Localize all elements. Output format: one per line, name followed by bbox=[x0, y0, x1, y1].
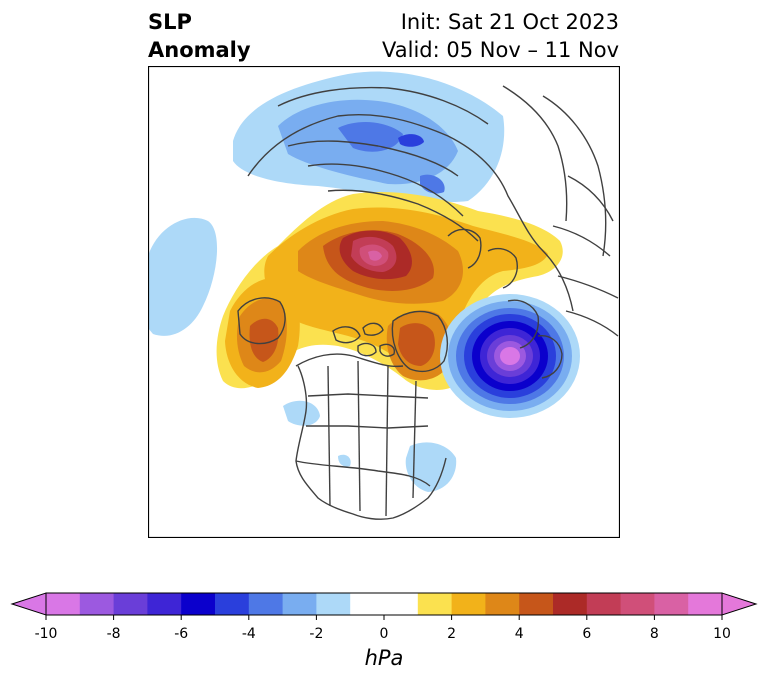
colorbar-segment bbox=[654, 593, 689, 615]
anomaly-map bbox=[148, 66, 620, 538]
coastlines bbox=[237, 85, 619, 520]
colorbar-tick-label: -4 bbox=[241, 626, 256, 642]
colorbar-tick-label: -2 bbox=[309, 626, 324, 642]
colorbar-segment bbox=[350, 593, 385, 615]
colorbar-unit: hPa bbox=[364, 646, 404, 670]
colorbar-segment bbox=[79, 593, 115, 615]
colorbar-segment bbox=[316, 593, 351, 615]
colorbar-tick-label: 10 bbox=[713, 626, 731, 642]
date-info: Init: Sat 21 Oct 2023 Valid: 05 Nov – 11… bbox=[382, 8, 619, 64]
colorbar-tick-label: 8 bbox=[649, 626, 659, 642]
title-line-1: SLP bbox=[148, 10, 192, 34]
colorbar-tick-label: -6 bbox=[174, 626, 189, 642]
colorbar-segment bbox=[282, 593, 317, 615]
map-title: SLP Anomaly bbox=[148, 8, 251, 64]
colorbar-segment bbox=[417, 593, 453, 615]
colorbar-segment bbox=[451, 593, 486, 615]
colorbar-segment bbox=[384, 593, 419, 615]
negative-pacific-blob bbox=[148, 217, 320, 426]
colorbar-tick-label: 0 bbox=[379, 626, 389, 642]
colorbar bbox=[10, 592, 758, 620]
colorbar-segment bbox=[46, 593, 81, 615]
title-line-2: Anomaly bbox=[148, 38, 251, 62]
colorbar-tick-label: -8 bbox=[106, 626, 121, 642]
colorbar-segment bbox=[113, 593, 148, 615]
colorbar-left-extend bbox=[10, 592, 47, 616]
colorbar-tick-label: 4 bbox=[514, 626, 524, 642]
colorbar-segment bbox=[688, 593, 723, 615]
init-date: Init: Sat 21 Oct 2023 bbox=[400, 10, 619, 34]
colorbar-segment bbox=[620, 593, 655, 615]
positive-high-blob bbox=[216, 191, 563, 390]
colorbar-tick-label: -10 bbox=[34, 626, 58, 642]
colorbar-segment bbox=[485, 593, 520, 615]
valid-range: Valid: 05 Nov – 11 Nov bbox=[382, 38, 619, 62]
colorbar-right-extend bbox=[721, 592, 758, 616]
colorbar-segment bbox=[553, 593, 588, 615]
negative-low-atlantic-blob bbox=[440, 294, 580, 418]
colorbar-segment bbox=[215, 593, 250, 615]
colorbar-segment bbox=[181, 593, 216, 615]
colorbar-segment bbox=[586, 593, 622, 615]
colorbar-segment bbox=[147, 593, 182, 615]
colorbar-segment bbox=[248, 593, 284, 615]
colorbar-tick-label: 6 bbox=[582, 626, 592, 642]
colorbar-tick-label: 2 bbox=[447, 626, 457, 642]
colorbar-segment bbox=[519, 593, 554, 615]
